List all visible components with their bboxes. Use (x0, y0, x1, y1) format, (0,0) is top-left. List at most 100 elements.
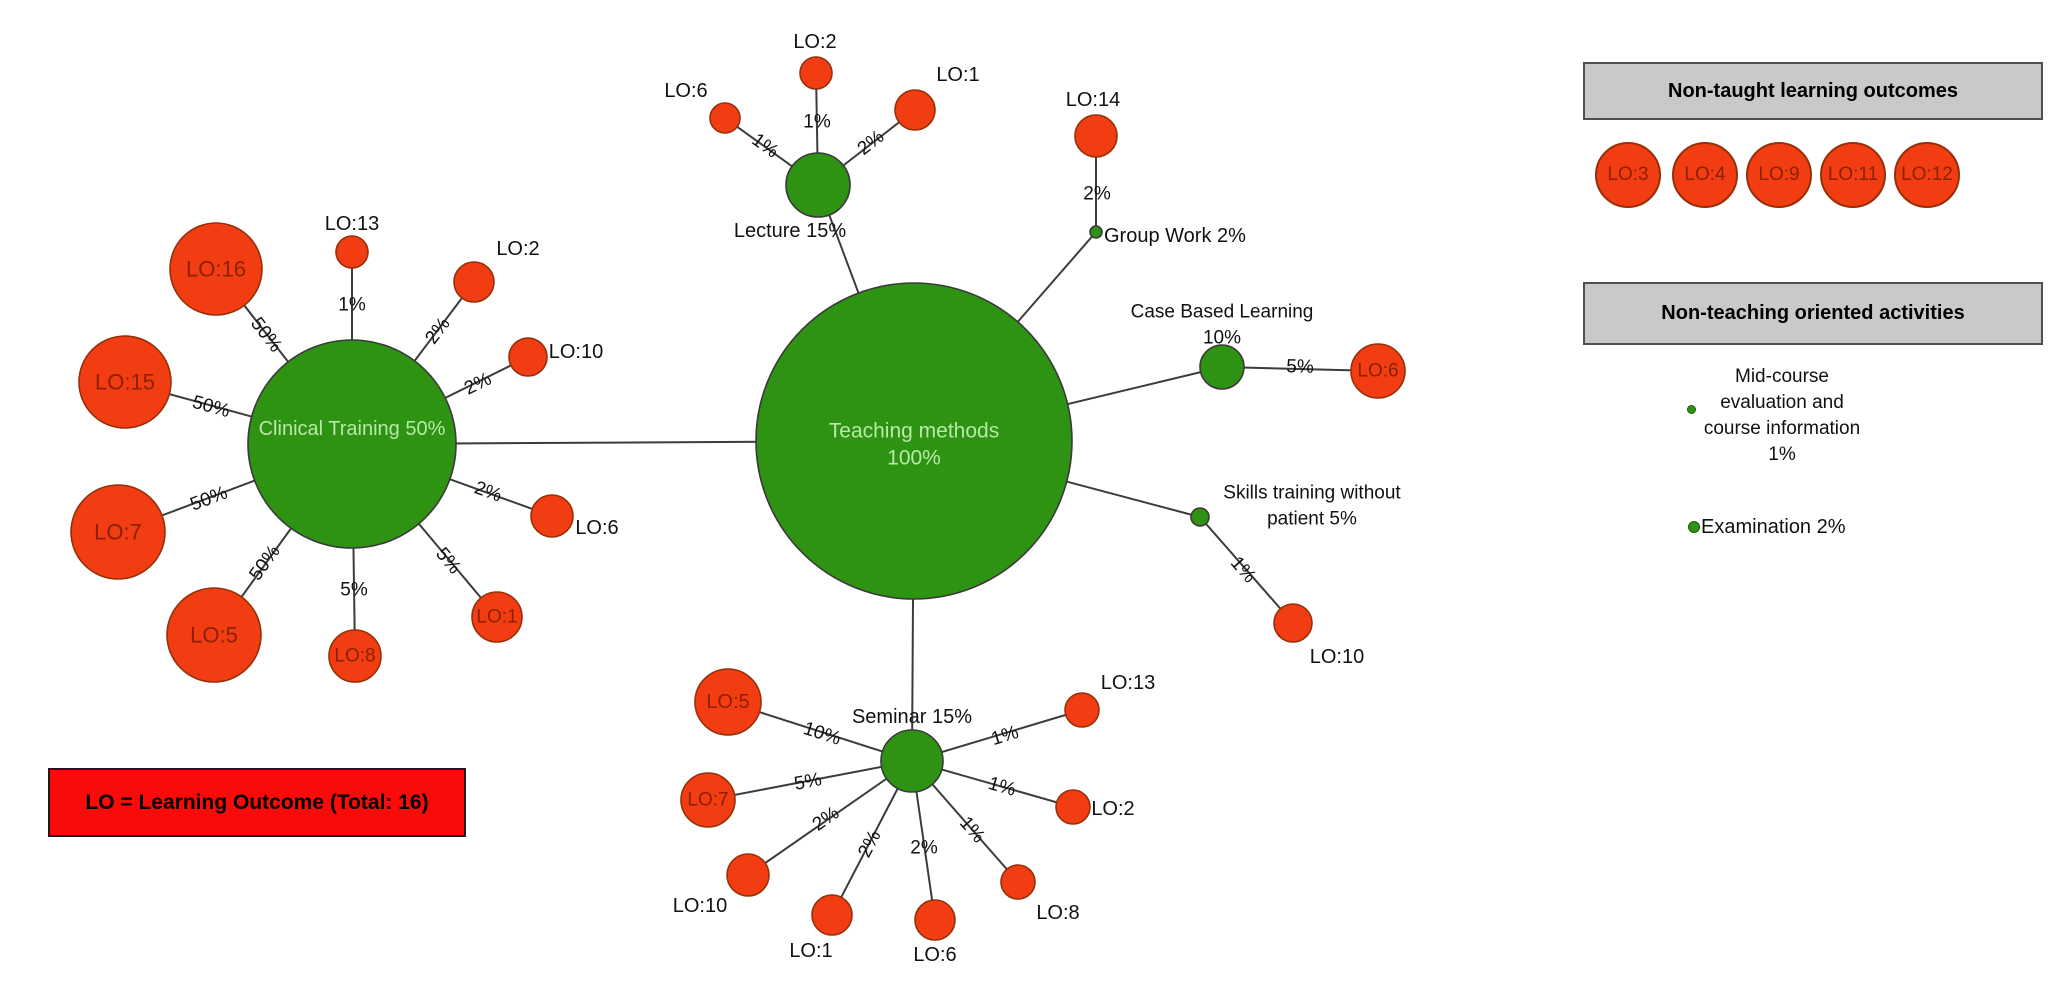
legend-lo-circle: LO:3 (1595, 142, 1661, 208)
legend-lo-circle: LO:9 (1746, 142, 1812, 208)
node-se-lo7 (680, 772, 736, 828)
node-sk-lo10-label: LO:10 (1310, 646, 1364, 668)
node-cl-lo8-label: LO:8 (334, 646, 375, 667)
node-se-lo8 (1000, 864, 1036, 900)
lo-definition-box: LO = Learning Outcome (Total: 16) (48, 768, 466, 837)
midcourse-line: 1% (1768, 444, 1796, 465)
edge-seminar-se-lo10-label: 2% (809, 802, 844, 835)
node-skills-label: patient 5% (1267, 509, 1357, 530)
legend-examination-note: Examination 2% (1701, 516, 1846, 538)
node-lecture-label: Lecture 15% (734, 220, 847, 242)
node-cl-lo10-label: LO:10 (549, 341, 603, 363)
node-se-lo10 (726, 853, 770, 897)
node-skills (1190, 507, 1210, 527)
legend-non-teaching-box: Non-teaching oriented activities (1583, 282, 2043, 345)
node-se-lo6 (914, 899, 956, 941)
node-lec-lo1-label: LO:1 (936, 64, 979, 86)
node-cl-lo2-label: LO:2 (496, 238, 539, 260)
node-teaching (755, 282, 1073, 600)
legend-lo-label: LO:9 (1758, 164, 1800, 185)
edge-clinical-cl-lo5-label: 50% (245, 541, 284, 584)
node-cbl-label: Case Based Learning (1131, 302, 1314, 323)
edge-clinical-cl-lo13-label: 1% (338, 295, 366, 316)
node-groupwork-label: Group Work 2% (1104, 225, 1246, 247)
node-se-lo13 (1064, 692, 1100, 728)
edge-seminar-se-lo6-label: 2% (910, 838, 938, 859)
node-cl-lo13 (335, 235, 369, 269)
edge-seminar-se-lo5-label: 10% (801, 718, 844, 750)
edge-seminar-se-lo10 (747, 760, 913, 876)
legend-lo-label: LO:12 (1901, 164, 1953, 185)
node-cl-lo6-label: LO:6 (575, 517, 618, 539)
node-lec-lo6 (709, 102, 741, 134)
legend-lo-label: LO:4 (1684, 164, 1726, 185)
legend-midcourse-note: Mid-course evaluation and course informa… (1672, 364, 1892, 468)
node-cl-lo15-label: LO:15 (95, 370, 155, 395)
node-se-lo10-label: LO:10 (673, 895, 727, 917)
node-cl-lo16 (169, 222, 263, 316)
node-cl-lo15 (78, 335, 172, 429)
node-lo14 (1074, 114, 1118, 158)
node-se-lo8-label: LO:8 (1036, 902, 1079, 924)
edge-seminar-se-lo13-label: 1% (989, 722, 1021, 750)
node-cl-lo5 (166, 587, 262, 683)
midcourse-dot-icon (1687, 405, 1696, 414)
node-cl-lo5-label: LO:5 (190, 623, 238, 648)
edge-skills-sk-lo10 (1199, 516, 1294, 624)
edge-seminar-se-lo7-label: 5% (793, 769, 824, 795)
node-se-lo13-label: LO:13 (1101, 672, 1155, 694)
edge-seminar-se-lo1-label: 2% (854, 827, 885, 861)
node-se-lo5 (694, 668, 762, 736)
edge-lecture-lec-lo6-label: 1% (748, 129, 783, 162)
edge-clinical-cl-lo6-label: 2% (472, 477, 505, 506)
lo-definition-label: LO = Learning Outcome (Total: 16) (85, 790, 429, 814)
edge-seminar-se-lo7 (707, 760, 913, 801)
node-seminar (880, 729, 944, 793)
node-se-lo6-label: LO:6 (913, 944, 956, 966)
legend-non-teaching-title: Non-teaching oriented activities (1661, 302, 1965, 324)
node-lec-lo2-label: LO:2 (793, 31, 836, 53)
edge-clinical-cl-lo2-label: 2% (421, 314, 454, 349)
legend-non-taught-title: Non-taught learning outcomes (1668, 79, 1958, 102)
edge-lecture-lec-lo1-label: 2% (854, 126, 889, 159)
examination-dot-icon (1688, 521, 1700, 533)
node-clinical-label: Clinical Training 50% (259, 418, 446, 440)
node-teaching-label: Teaching methods (829, 420, 999, 443)
legend-lo-circle: LO:4 (1672, 142, 1738, 208)
node-skills-label: Skills training without (1223, 483, 1401, 504)
legend-lo-label: LO:3 (1607, 164, 1649, 185)
edge-cbl-cbl-lo6-label: 5% (1286, 356, 1314, 378)
node-cl-lo7 (70, 484, 166, 580)
node-cl-lo13-label: LO:13 (325, 213, 379, 235)
edge-clinical-cl-lo15-label: 50% (190, 392, 232, 422)
edge-groupwork-lo14-label: 2% (1083, 184, 1111, 205)
legend-lo-circle: LO:11 (1820, 142, 1886, 208)
midcourse-line: course information (1703, 418, 1861, 439)
node-se-lo1-label: LO:1 (789, 940, 832, 962)
node-se-lo2 (1055, 789, 1091, 825)
edge-skills-sk-lo10-label: 1% (1226, 553, 1260, 588)
edge-seminar-se-lo2-label: 1% (986, 773, 1018, 801)
node-groupwork (1089, 225, 1103, 239)
legend-lo-circle: LO:12 (1894, 142, 1960, 208)
node-se-lo2-label: LO:2 (1091, 798, 1134, 820)
legend-lo-label: LO:11 (1827, 164, 1879, 185)
node-lec-lo6-label: LO:6 (664, 80, 707, 102)
node-se-lo1 (811, 894, 853, 936)
edge-lecture-lec-lo2-label: 1% (803, 112, 831, 133)
node-cl-lo7-label: LO:7 (94, 520, 142, 545)
legend-non-taught-box: Non-taught learning outcomes (1583, 62, 2043, 120)
node-cbl-lo6 (1350, 343, 1406, 399)
node-cbl-label: 10% (1203, 328, 1241, 349)
node-cl-lo16-label: LO:16 (186, 257, 246, 282)
node-cl-lo1 (471, 591, 523, 643)
node-se-lo5-label: LO:5 (706, 691, 749, 713)
node-seminar-label: Seminar 15% (852, 706, 972, 728)
node-lec-lo1 (894, 89, 936, 131)
node-se-lo7-label: LO:7 (687, 790, 728, 811)
midcourse-line: Mid-course (1735, 366, 1829, 387)
midcourse-line: evaluation and (1720, 392, 1844, 413)
node-lo14-label: LO:14 (1066, 89, 1120, 111)
